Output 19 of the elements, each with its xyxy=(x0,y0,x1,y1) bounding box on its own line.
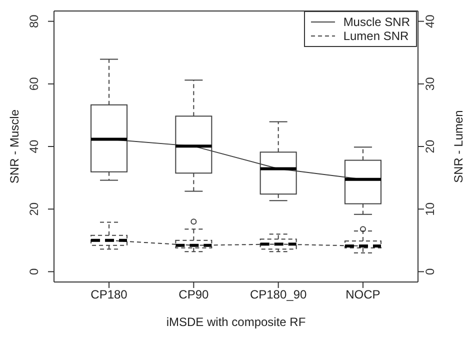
legend-label: Muscle SNR xyxy=(343,15,410,29)
y2-tick-label: 10 xyxy=(423,202,437,216)
y-tick-label: 60 xyxy=(27,76,41,91)
legend-label: Lumen SNR xyxy=(343,29,409,43)
y-tick-label: 0 xyxy=(27,268,41,276)
y-axis-title: SNR - Muscle xyxy=(7,109,22,184)
y2-tick-label: 0 xyxy=(423,268,437,276)
y-tick-label: 20 xyxy=(27,202,41,216)
x-tick-label: CP180_90 xyxy=(250,288,308,302)
y2-axis-title: SNR - Lumen xyxy=(451,110,466,183)
x-tick-label: CP180 xyxy=(90,288,128,302)
x-axis-title: iMSDE with composite RF xyxy=(166,315,306,329)
x-tick-label: NOCP xyxy=(346,288,380,302)
y2-tick-label: 20 xyxy=(423,140,437,154)
y-tick-label: 80 xyxy=(27,14,41,28)
y2-tick-label: 40 xyxy=(423,14,437,28)
y2-tick-label: 30 xyxy=(423,76,437,91)
y-tick-label: 40 xyxy=(27,140,41,154)
x-tick-label: CP90 xyxy=(178,288,210,302)
